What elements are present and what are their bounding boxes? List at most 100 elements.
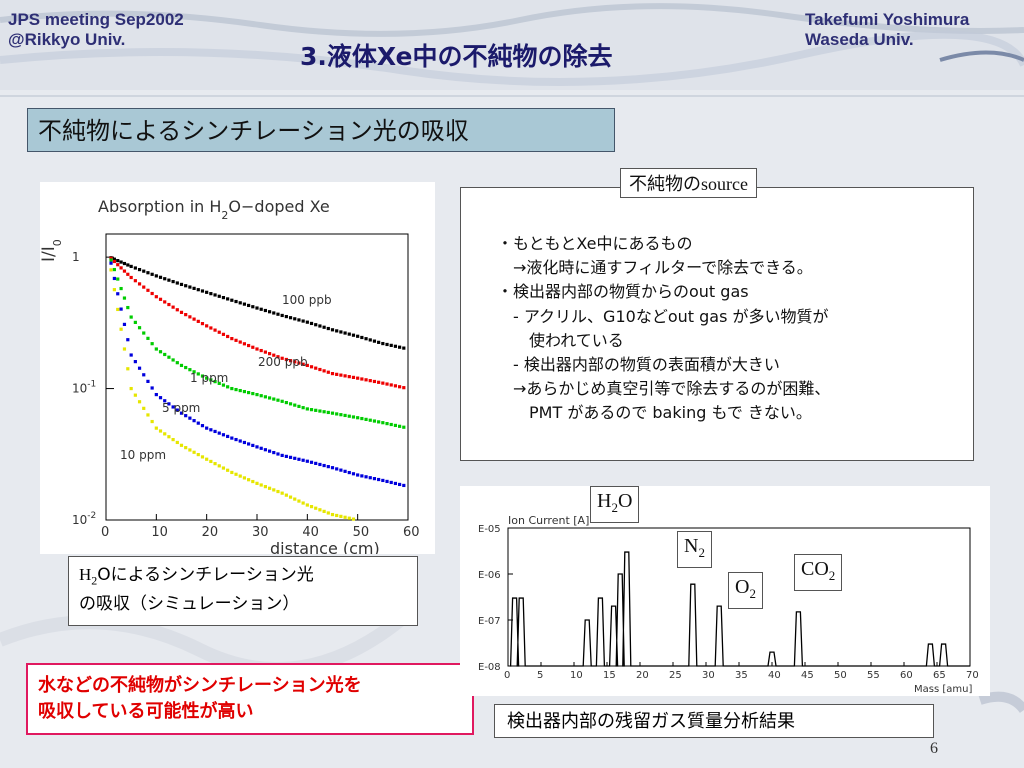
- data-point: [360, 335, 364, 340]
- data-point: [314, 408, 318, 412]
- data-point: [314, 506, 318, 510]
- data-point: [335, 467, 339, 471]
- data-point: [259, 348, 263, 353]
- series-1-ppm: [109, 258, 406, 429]
- data-point: [343, 515, 347, 519]
- data-point: [393, 344, 398, 348]
- data-point: [251, 345, 255, 349]
- data-point: [171, 279, 175, 284]
- data-point: [146, 288, 150, 292]
- data-point: [255, 481, 259, 485]
- data-point: [339, 514, 343, 518]
- data-point: [276, 489, 280, 494]
- data-point: [360, 416, 364, 421]
- data-point: [314, 323, 318, 327]
- data-point: [179, 443, 184, 447]
- source-line: ・検出器内部の物質からのout gas: [497, 282, 749, 302]
- data-point: [335, 329, 339, 333]
- data-point: [209, 459, 213, 464]
- data-point: [221, 433, 226, 437]
- data-point: [305, 503, 309, 507]
- data-point: [305, 363, 309, 368]
- data-point: [259, 394, 263, 398]
- data-point: [322, 410, 326, 414]
- data-point: [137, 366, 142, 370]
- data-point: [267, 449, 272, 453]
- slide-title: 3.液体Xe中の不純物の除去: [300, 42, 613, 71]
- data-point: [142, 285, 146, 289]
- data-point: [343, 374, 347, 378]
- data-point: [184, 446, 188, 450]
- data-point: [196, 372, 200, 376]
- data-point: [192, 370, 196, 374]
- data-point: [318, 508, 322, 512]
- data-point: [398, 385, 402, 389]
- h2o-peak-label: H2O: [590, 486, 640, 523]
- data-point: [234, 338, 238, 342]
- data-point: [322, 463, 326, 468]
- data-point: [217, 330, 221, 334]
- data-point: [255, 392, 259, 397]
- data-point: [280, 491, 284, 495]
- data-point: [326, 370, 330, 374]
- data-point: [280, 453, 284, 458]
- x-tick-label: 50: [834, 670, 847, 681]
- data-point: [116, 259, 120, 263]
- data-point: [280, 399, 284, 403]
- data-point: [163, 277, 167, 281]
- data-point: [150, 291, 154, 296]
- data-point: [167, 402, 171, 406]
- data-point: [267, 486, 272, 490]
- data-point: [242, 476, 247, 480]
- series-label: 100 ppb: [282, 293, 332, 307]
- data-point: [217, 294, 221, 298]
- data-point: [267, 310, 272, 314]
- data-point: [163, 399, 167, 403]
- data-point: [309, 460, 314, 464]
- data-point: [255, 306, 259, 310]
- absorption-caption: H2Oによるシンチレーション光 の吸収（シミュレーション）: [68, 556, 418, 626]
- data-point: [192, 450, 196, 454]
- data-point: [372, 419, 377, 423]
- data-point: [205, 324, 209, 328]
- data-point: [368, 476, 372, 480]
- data-point: [255, 445, 259, 449]
- data-point: [309, 505, 314, 509]
- data-point: [263, 350, 267, 354]
- data-point: [184, 284, 188, 288]
- affiliation: Waseda Univ.: [805, 30, 914, 49]
- data-point: [200, 455, 205, 459]
- data-point: [142, 406, 146, 410]
- data-point: [330, 371, 335, 376]
- data-point: [356, 473, 360, 477]
- data-point: [209, 428, 213, 432]
- series-100-ppb: [109, 256, 406, 350]
- data-point: [322, 369, 326, 373]
- data-point: [297, 361, 301, 365]
- data-point: [154, 295, 158, 299]
- data-point: [385, 422, 389, 426]
- co2-main: CO: [801, 558, 829, 580]
- data-point: [322, 509, 326, 513]
- section-heading: 不純物によるシンチレーション光の吸収: [27, 108, 615, 152]
- conclusion-line: 水などの不純物がシンチレーション光を: [38, 675, 362, 696]
- data-point: [251, 305, 255, 309]
- x-tick-label: 70: [966, 670, 979, 681]
- data-point: [263, 485, 267, 489]
- data-point: [230, 386, 234, 391]
- data-point: [259, 307, 263, 311]
- data-point: [171, 405, 175, 409]
- x-tick-label: 20: [202, 525, 219, 540]
- data-point: [150, 272, 154, 276]
- absorption-chart-svg: Absorption in H2O−doped Xe I/I0 distance…: [39, 197, 420, 558]
- data-point: [226, 334, 230, 339]
- y-tick-label: E-07: [478, 616, 501, 627]
- data-point: [226, 385, 230, 389]
- data-point: [213, 380, 217, 384]
- data-point: [351, 333, 356, 337]
- impurity-source-list: ・もともとXe中にあるもの →液化時に通すフィルターで除去できる。 ・検出器内部…: [497, 232, 830, 426]
- data-point: [276, 452, 280, 456]
- data-point: [200, 424, 205, 428]
- data-point: [356, 334, 360, 338]
- data-point: [293, 456, 297, 460]
